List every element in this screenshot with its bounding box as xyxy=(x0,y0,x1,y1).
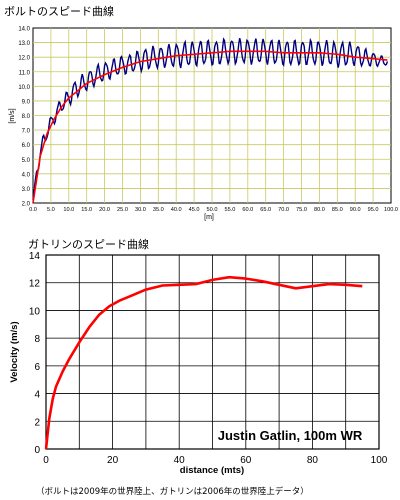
gatlin-x-ticks: 0 20 40 60 80 100 xyxy=(43,455,388,466)
bolt-y-tick-label: 12.0 xyxy=(18,56,30,62)
data-source-footnote: （ボルトは2009年の世界陸上、ガトリンは2006年の世界陸上データ） xyxy=(36,487,309,497)
gatlin-velocity-line xyxy=(44,275,363,450)
bolt-x-tick-label: 95.0 xyxy=(368,207,379,213)
gatlin-speed-chart: 0 2 4 6 8 10 12 14 0 20 40 60 80 100 Justin Gatlin, … xyxy=(9,251,388,476)
bolt-x-tick-label: 60.0 xyxy=(242,207,253,213)
gatlin-x-tick-label: 60 xyxy=(240,455,252,466)
bolt-y-tick-label: 7.0 xyxy=(22,129,31,135)
gatlin-y-tick-label: 8 xyxy=(34,334,40,345)
bolt-x-tick-label: 10.0 xyxy=(63,207,74,213)
gatlin-annotation: Justin Gatlin, 100m WR xyxy=(218,428,363,443)
bolt-y-axis-label: [m/s] xyxy=(9,108,16,123)
bolt-speed-chart: 2.0 3.0 4.0 5.0 6.0 7.0 8.0 9.0 10.0 11.0 12.0 13.0… xyxy=(9,27,398,222)
bolt-x-tick-label: 40.0 xyxy=(171,207,182,213)
gatlin-x-tick-label: 20 xyxy=(107,455,119,466)
bolt-x-axis-label: [m] xyxy=(204,214,214,221)
gatlin-y-tick-label: 4 xyxy=(34,390,40,401)
gatlin-y-tick-label: 10 xyxy=(29,306,41,317)
gatlin-y-ticks: 0 2 4 6 8 10 12 14 xyxy=(29,251,41,456)
bolt-x-ticks: 0.0 5.0 10.0 15.0 20.0 25.0 30.0 35.0 40.0 45.0 50… xyxy=(29,207,398,213)
gatlin-grid xyxy=(46,255,379,449)
bolt-x-tick-label: 20.0 xyxy=(99,207,110,213)
bolt-x-tick-label: 80.0 xyxy=(314,207,325,213)
bolt-smoothed-speed-line xyxy=(32,50,388,204)
bolt-y-tick-label: 4.0 xyxy=(22,172,31,178)
bolt-y-tick-label: 6.0 xyxy=(22,143,31,149)
bolt-y-ticks: 2.0 3.0 4.0 5.0 6.0 7.0 8.0 9.0 10.0 11.0 12.0 13.0… xyxy=(18,27,30,208)
bolt-y-tick-label: 9.0 xyxy=(22,99,31,105)
gatlin-y-tick-label: 2 xyxy=(34,417,40,428)
gatlin-y-tick-label: 0 xyxy=(34,445,40,456)
bolt-x-tick-label: 75.0 xyxy=(296,207,307,213)
gatlin-y-axis-label: Velocity (m/s) xyxy=(9,321,20,382)
gatlin-y-tick-label: 14 xyxy=(29,251,41,262)
gatlin-y-tick-label: 12 xyxy=(29,279,41,290)
bolt-x-tick-label: 85.0 xyxy=(332,207,343,213)
bolt-x-tick-label: 45.0 xyxy=(189,207,200,213)
bolt-y-tick-label: 10.0 xyxy=(18,85,30,91)
bolt-y-tick-label: 13.0 xyxy=(18,41,30,47)
bolt-y-tick-label: 8.0 xyxy=(22,114,31,120)
bolt-y-tick-label: 11.0 xyxy=(19,70,31,76)
bolt-x-tick-label: 55.0 xyxy=(224,207,235,213)
bolt-x-tick-label: 5.0 xyxy=(47,207,55,213)
gatlin-y-tick-label: 6 xyxy=(34,362,40,373)
bolt-x-tick-label: 90.0 xyxy=(350,207,361,213)
gatlin-x-tick-label: 40 xyxy=(174,455,186,466)
bolt-x-tick-label: 70.0 xyxy=(278,207,289,213)
bolt-x-tick-label: 35.0 xyxy=(153,207,164,213)
bolt-chart-heading: ボルトのスピード曲線 xyxy=(4,5,114,18)
bolt-x-tick-label: 50.0 xyxy=(207,207,218,213)
gatlin-x-tick-label: 100 xyxy=(371,455,388,466)
bolt-x-tick-label: 30.0 xyxy=(135,207,146,213)
gatlin-x-axis-label: distance (mts) xyxy=(180,465,244,476)
bolt-x-tick-label: 15.0 xyxy=(81,207,92,213)
bolt-x-tick-label: 0.0 xyxy=(29,207,37,213)
bolt-y-tick-label: 14.0 xyxy=(18,27,30,33)
gatlin-chart-heading: ガトリンのスピード曲線 xyxy=(28,238,149,251)
bolt-x-tick-label: 25.0 xyxy=(117,207,128,213)
gatlin-x-tick-label: 80 xyxy=(307,455,319,466)
bolt-x-tick-label: 65.0 xyxy=(260,207,271,213)
bolt-y-tick-label: 5.0 xyxy=(22,158,31,164)
bolt-y-tick-label: 2.0 xyxy=(22,202,31,208)
gatlin-x-tick-label: 0 xyxy=(43,455,49,466)
bolt-y-tick-label: 3.0 xyxy=(22,187,31,193)
bolt-x-tick-label: 100.0 xyxy=(384,207,398,213)
